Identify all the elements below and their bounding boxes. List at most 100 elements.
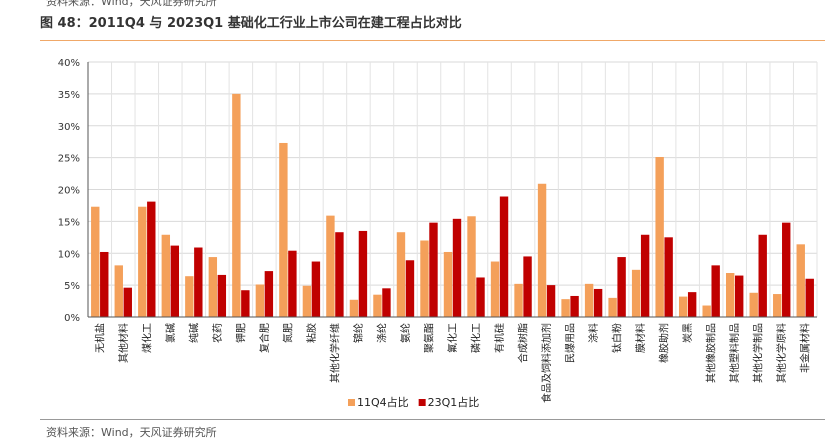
x-tick-label: 其他化学纤维 — [328, 323, 341, 383]
bar-11q4 — [655, 156, 664, 317]
y-tick-labels: 0% 5% 10% 15% 20% 25% 30% 35% 40% — [58, 58, 80, 324]
bar-23q1 — [382, 288, 391, 317]
x-tick-label: 其他化学制品 — [752, 323, 765, 383]
bar-11q4 — [114, 265, 123, 317]
x-tick-label: 有机硅 — [493, 323, 506, 353]
bar-23q1 — [311, 261, 321, 317]
x-tick-label: 膜材料 — [634, 323, 647, 353]
footer-divider — [40, 419, 825, 420]
legend-swatch — [418, 399, 426, 406]
bar-11q4 — [161, 234, 171, 317]
bar-23q1 — [405, 260, 415, 317]
y-tick-label: 35% — [58, 90, 80, 101]
x-tick-label: 聚氨酯 — [422, 323, 435, 353]
bar-11q4 — [396, 232, 406, 317]
bar-23q1 — [194, 247, 203, 317]
bar-11q4 — [279, 142, 288, 317]
bar-23q1 — [217, 274, 227, 317]
bar-11q4 — [467, 216, 476, 317]
x-tick-label: 氮肥 — [281, 323, 294, 343]
x-tick-label: 氟化工 — [446, 323, 459, 353]
x-tick-label: 钛白粉 — [611, 323, 624, 353]
x-tick-label: 其他橡胶制品 — [705, 323, 718, 383]
bar-23q1 — [570, 295, 579, 317]
bar-11q4 — [631, 269, 641, 317]
bar-11q4 — [91, 206, 100, 317]
x-tick-label: 民爆用品 — [565, 323, 577, 363]
bar-11q4 — [796, 244, 805, 317]
x-tick-label: 其他材料 — [117, 323, 130, 363]
bar-11q4 — [537, 183, 547, 317]
bar-11q4 — [561, 299, 570, 317]
legend-swatch — [348, 399, 355, 406]
legend: 11Q4占比 23Q1占比 — [348, 395, 479, 409]
bar-23q1 — [805, 278, 814, 317]
bar-23q1 — [241, 290, 250, 317]
y-tick-label: 30% — [58, 122, 80, 133]
bar-23q1 — [476, 277, 485, 317]
x-tick-label: 钾肥 — [234, 323, 247, 343]
bar-23q1 — [264, 271, 274, 317]
bar-11q4 — [349, 299, 359, 317]
x-tick-label: 氨纶 — [399, 323, 412, 343]
x-tick-label: 其他化学原料 — [775, 323, 788, 383]
x-tick-label: 非金属材料 — [799, 323, 812, 373]
y-tick-label: 5% — [64, 281, 80, 292]
x-tick-label: 氯碱 — [164, 323, 177, 343]
x-tick-label: 煤化工 — [140, 323, 153, 353]
bar-23q1 — [499, 196, 509, 317]
bar-23q1 — [335, 232, 344, 317]
bar-23q1 — [429, 222, 438, 317]
bar-11q4 — [725, 273, 735, 317]
bar-11q4 — [678, 296, 688, 317]
bar-11q4 — [302, 285, 312, 317]
bar-23q1 — [123, 287, 132, 317]
x-tick-label: 其他塑料制品 — [728, 323, 741, 383]
x-tick-label: 锦纶 — [352, 323, 365, 343]
y-tick-label: 20% — [58, 186, 80, 197]
bar-23q1 — [758, 234, 767, 317]
bar-11q4 — [608, 297, 617, 317]
bottom-source-text: 资料来源：Wind，天风证券研究所 — [46, 426, 217, 439]
bar-23q1 — [170, 245, 180, 317]
bar-23q1 — [640, 234, 650, 317]
x-tick-label: 橡胶助剂 — [658, 323, 671, 363]
x-tick-label: 涂料 — [587, 323, 600, 343]
bar-23q1 — [734, 275, 744, 317]
bar-23q1 — [288, 250, 297, 317]
y-tick-label: 25% — [58, 154, 80, 165]
bars — [91, 93, 814, 317]
bar-23q1 — [147, 201, 156, 317]
bar-23q1 — [617, 257, 626, 317]
x-tick-label: 合成树脂 — [517, 323, 530, 363]
bar-23q1 — [358, 230, 368, 317]
bar-11q4 — [326, 215, 335, 317]
x-tick-label: 磷化工 — [470, 323, 483, 353]
top-source-text: 资料来源：Wind，天风证券研究所 — [46, 0, 217, 8]
bar-11q4 — [420, 240, 429, 317]
x-tick-label: 粘胶 — [305, 323, 318, 343]
bar-11q4 — [702, 305, 711, 317]
figure-title: 图 48：2011Q4 与 2023Q1 基础化工行业上市公司在建工程占比对比 — [40, 16, 462, 31]
y-tick-label: 40% — [58, 58, 80, 69]
y-tick-label: 15% — [58, 217, 80, 228]
x-tick-label: 复合肥 — [258, 323, 271, 353]
x-tick-labels: 无机盐 其他材料 煤化工 氯碱 纯碱 农药 钾肥 复合肥 氮肥 粘胶 其他化学纤维 锦纶 涤纶 氨纶 聚氨酯… — [93, 323, 811, 403]
x-tick-label: 涤纶 — [375, 323, 388, 343]
x-tick-label: 纯碱 — [187, 323, 200, 343]
legend-label: 11Q4占比 — [357, 395, 409, 409]
y-tick-label: 0% — [64, 313, 80, 324]
bar-11q4 — [255, 284, 265, 317]
y-tick-label: 10% — [58, 249, 80, 260]
bar-11q4 — [443, 251, 453, 317]
bar-23q1 — [546, 285, 556, 317]
bar-23q1 — [100, 251, 109, 317]
title-divider — [40, 40, 825, 41]
bar-11q4 — [490, 261, 500, 317]
bar-23q1 — [687, 292, 697, 317]
x-tick-label: 无机盐 — [93, 323, 106, 353]
bar-11q4 — [185, 276, 194, 317]
x-tick-label: 食品及饲料添加剂 — [540, 323, 553, 403]
bar-23q1 — [593, 288, 603, 317]
bar-11q4 — [373, 294, 382, 317]
